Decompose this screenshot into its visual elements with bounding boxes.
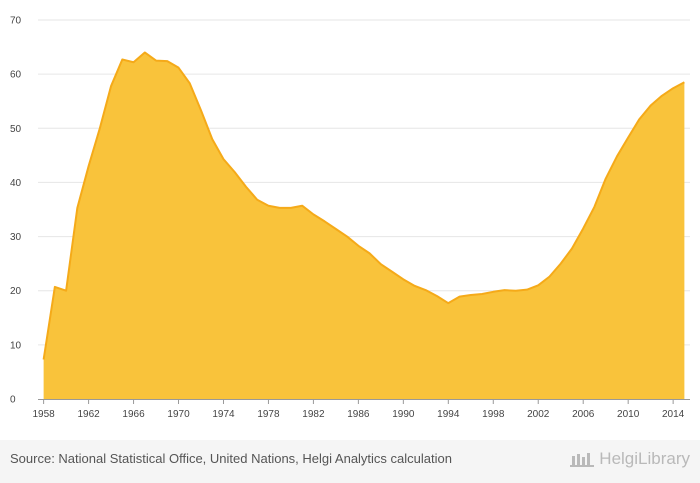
x-tick-label-2002: 2002 bbox=[527, 409, 550, 420]
brand-name: HelgiLibrary bbox=[599, 449, 690, 468]
x-tick-label-1994: 1994 bbox=[437, 409, 460, 420]
y-tick-label-70: 70 bbox=[10, 16, 22, 27]
x-tick-label-1962: 1962 bbox=[77, 409, 100, 420]
x-tick-label-1970: 1970 bbox=[167, 409, 190, 420]
x-tick-label-1974: 1974 bbox=[212, 409, 235, 420]
area-chart: 0 10 20 30 40 50 60 70 1958 1962 1966 1970 1974 1978 1… bbox=[10, 16, 690, 420]
y-tick-label-40: 40 bbox=[10, 178, 22, 189]
y-tick-label-50: 50 bbox=[10, 124, 22, 135]
library-icon bbox=[570, 453, 595, 467]
area-fill bbox=[43, 52, 685, 400]
x-tick-label-1966: 1966 bbox=[122, 409, 145, 420]
axes: 0 10 20 30 40 50 60 70 1958 1962 1966 1970 1974 1978 1… bbox=[10, 16, 690, 420]
source-text: Source: National Statistical Office, Uni… bbox=[10, 451, 452, 466]
y-tick-label-0: 0 bbox=[10, 395, 16, 406]
series-line bbox=[42, 51, 685, 360]
x-tick-label-1978: 1978 bbox=[257, 409, 280, 420]
x-tick-label-1990: 1990 bbox=[392, 409, 415, 420]
footer: Source: National Statistical Office, Uni… bbox=[0, 440, 700, 483]
x-tick-label-2010: 2010 bbox=[617, 409, 640, 420]
y-tick-label-20: 20 bbox=[10, 286, 22, 297]
x-tick-label-2006: 2006 bbox=[572, 409, 595, 420]
x-tick-label-2014: 2014 bbox=[662, 409, 685, 420]
series-area bbox=[42, 51, 685, 400]
y-tick-label-10: 10 bbox=[10, 340, 22, 351]
x-tick-label-1986: 1986 bbox=[347, 409, 370, 420]
x-tick-label-1982: 1982 bbox=[302, 409, 325, 420]
y-tick-label-30: 30 bbox=[10, 232, 22, 243]
brand-logo[interactable]: HelgiLibrary bbox=[569, 449, 690, 469]
x-tick-label-1958: 1958 bbox=[32, 409, 55, 420]
x-tick-label-1998: 1998 bbox=[482, 409, 505, 420]
y-tick-label-60: 60 bbox=[10, 70, 22, 81]
